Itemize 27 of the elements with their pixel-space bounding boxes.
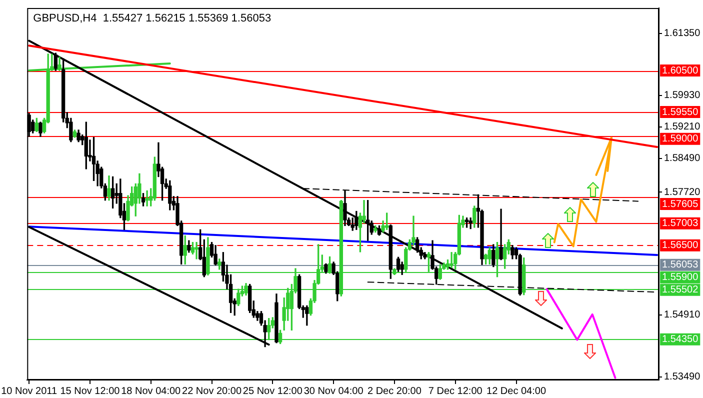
y-tick-label: 1.54910	[664, 310, 701, 321]
x-tick-label: 15 Nov 12:00	[60, 386, 120, 397]
y-tick-label: 1.57720	[664, 186, 701, 198]
ref-line-label: 1.57003	[662, 218, 699, 230]
y-tick-label: 1.59930	[664, 90, 701, 102]
ref-line-label: 1.57605	[662, 198, 699, 210]
ref-line-label: 1.55900	[662, 272, 699, 284]
ref-line-label: 1.55502	[662, 284, 699, 296]
x-tick-label: 22 Nov 20:00	[182, 386, 242, 397]
ref-line-label: 1.59550	[662, 106, 699, 118]
chart-title: GBPUSD,H4 1.55427 1.56215 1.55369 1.56053	[33, 12, 272, 25]
x-tick-label: 25 Nov 12:00	[242, 386, 303, 397]
x-tick-label: 7 Dec 12:00	[428, 386, 483, 397]
x-tick-label: 2 Dec 20:00	[367, 386, 422, 397]
ref-line-label: 1.56500	[662, 240, 699, 252]
ref-line-label: 1.56053	[662, 260, 699, 271]
x-tick-label: 12 Dec 04:00	[486, 386, 546, 397]
ref-line-label: 1.59000	[662, 134, 699, 145]
ref-line-label: 1.54350	[662, 334, 699, 346]
x-tick-label: 10 Nov 2011	[1, 386, 58, 397]
y-tick-label: 1.59210	[664, 122, 701, 133]
x-tick-label: 18 Nov 04:00	[121, 386, 182, 397]
y-tick-label: 1.53490	[664, 372, 701, 383]
y-tick-label: 1.58490	[664, 153, 701, 164]
ref-line-label: 1.60500	[662, 65, 699, 76]
y-tick-label: 1.61350	[664, 28, 701, 40]
x-tick-label: 30 Nov 04:00	[304, 386, 364, 397]
